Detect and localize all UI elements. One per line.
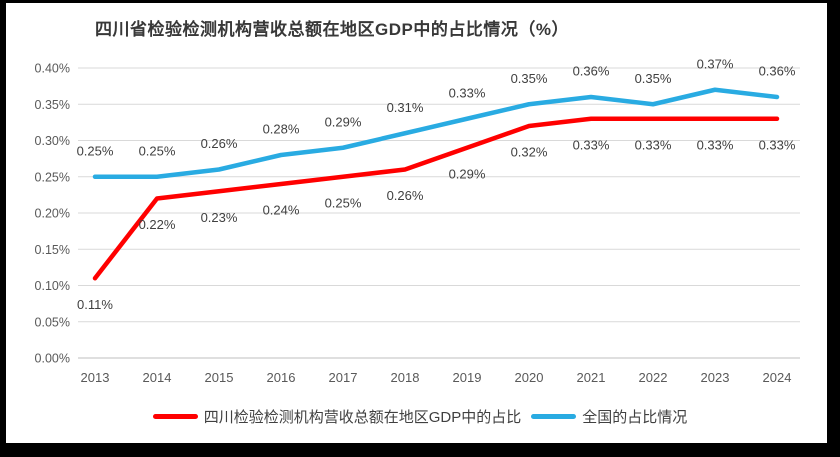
data-label: 0.31% — [387, 100, 424, 115]
legend-line-red-icon — [152, 414, 198, 419]
data-label: 0.24% — [263, 203, 300, 218]
chart-background — [6, 3, 827, 443]
legend-label-national: 全国的占比情况 — [582, 409, 688, 426]
data-label: 0.25% — [325, 195, 362, 210]
data-label: 0.28% — [263, 122, 300, 137]
series-line — [92, 87, 780, 179]
data-label: 0.29% — [325, 114, 362, 129]
y-axis-tick-label: 0.10% — [35, 279, 70, 293]
x-axis-tick-label: 2018 — [391, 370, 420, 385]
y-axis-tick-label: 0.35% — [35, 98, 70, 112]
x-axis-tick-label: 2020 — [515, 370, 544, 385]
x-axis-tick-label: 2017 — [329, 370, 358, 385]
data-label: 0.33% — [635, 137, 672, 152]
chart-title: 四川省检验检测机构营收总额在地区GDP中的占比情况（%） — [95, 20, 569, 39]
data-label: 0.33% — [449, 85, 486, 100]
data-label: 0.35% — [635, 71, 672, 86]
x-axis-tick-label: 2021 — [577, 370, 606, 385]
chart-legend: 四川检验检测机构营收总额在地区GDP中的占比 全国的占比情况 — [0, 406, 840, 427]
data-label: 0.11% — [77, 297, 113, 312]
data-label: 0.26% — [201, 136, 238, 151]
data-label: 0.33% — [573, 137, 610, 152]
legend-item-national: 全国的占比情况 — [531, 406, 687, 427]
data-label: 0.32% — [511, 145, 548, 160]
y-axis-tick-label: 0.20% — [35, 207, 70, 221]
data-label: 0.36% — [573, 64, 610, 79]
series-line — [92, 116, 780, 281]
x-axis-tick-label: 2015 — [205, 370, 234, 385]
data-label: 0.35% — [511, 71, 548, 86]
data-label: 0.33% — [759, 137, 796, 152]
y-axis-tick-label: 0.05% — [35, 315, 70, 329]
data-label: 0.36% — [759, 64, 796, 79]
legend-label-sichuan: 四川检验检测机构营收总额在地区GDP中的占比 — [203, 409, 522, 426]
y-axis-tick-label: 0.15% — [35, 243, 70, 257]
legend-item-sichuan: 四川检验检测机构营收总额在地区GDP中的占比 — [152, 406, 522, 427]
x-axis-tick-label: 2016 — [267, 370, 296, 385]
legend-line-blue-icon — [531, 414, 577, 419]
x-axis-tick-label: 2023 — [701, 370, 730, 385]
data-label: 0.26% — [387, 188, 424, 203]
data-label: 0.25% — [77, 143, 114, 158]
data-label: 0.37% — [697, 56, 734, 71]
x-axis-tick-label: 2019 — [453, 370, 482, 385]
y-axis-tick-label: 0.00% — [35, 352, 70, 366]
x-axis-tick-label: 2024 — [763, 370, 792, 385]
x-axis-tick-label: 2013 — [81, 370, 110, 385]
data-label: 0.22% — [139, 217, 176, 232]
data-label: 0.23% — [201, 210, 238, 225]
x-axis-tick-label: 2022 — [639, 370, 668, 385]
y-axis-tick-label: 0.40% — [35, 62, 70, 76]
y-axis-tick-label: 0.25% — [35, 170, 70, 184]
y-axis-tick-label: 0.30% — [35, 134, 70, 148]
x-axis-tick-label: 2014 — [143, 370, 172, 385]
data-label: 0.33% — [697, 137, 734, 152]
data-label: 0.29% — [449, 166, 486, 181]
data-label: 0.25% — [139, 143, 176, 158]
